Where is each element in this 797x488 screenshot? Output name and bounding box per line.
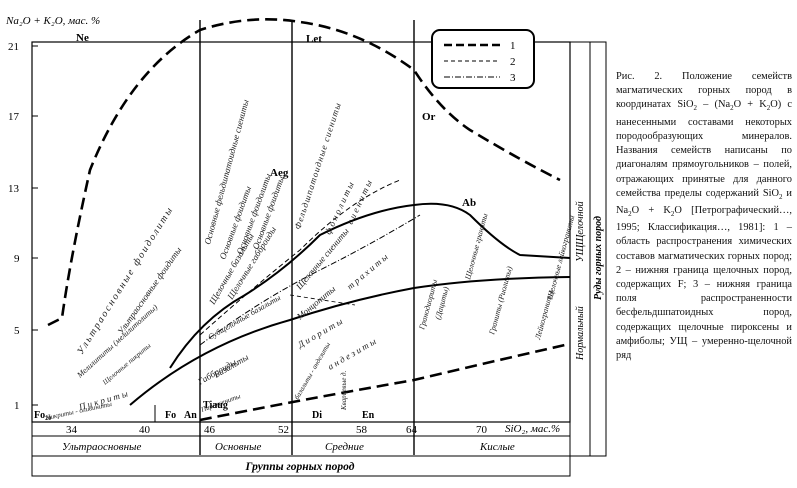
group-middle: Средние <box>325 441 364 453</box>
legend-label-2: 2 <box>510 56 516 68</box>
panel-normal: Нормальный <box>575 306 586 361</box>
groups-title-row <box>31 455 571 477</box>
label-di: Di <box>312 410 322 421</box>
panel-ore: Руды горных пород <box>593 216 604 300</box>
y-axis-label: Na₂O + K₂O, мас. % <box>5 15 100 27</box>
x-tick-58: 58 <box>356 424 368 436</box>
panel-uch: УЩ <box>575 244 586 262</box>
y-tick-17: 17 <box>8 111 20 123</box>
boundary-misc <box>289 294 356 306</box>
label-ab: Ab <box>462 197 476 209</box>
group-basic: Основные <box>215 441 261 453</box>
label-fo: Fo <box>165 410 176 421</box>
label-en: En <box>362 410 375 421</box>
x-tick-70: 70 <box>476 424 488 436</box>
label-or: Or <box>422 111 436 123</box>
y-tick-21: 21 <box>8 41 19 53</box>
x-axis-row <box>31 421 571 437</box>
field-basaltic-andesites: базальты - андезиты <box>293 341 332 401</box>
field-trachytes: т р а х и т ы <box>345 252 390 292</box>
envelope-lower <box>199 343 566 422</box>
tas-diagram: Na₂O + K₂O, мас. % 1 5 9 13 17 21 34 40 … <box>5 15 607 477</box>
panel-alkaline: Щелочной <box>575 201 586 246</box>
groups-title: Группы горных пород <box>245 461 355 473</box>
boundary-alk-F <box>199 179 401 336</box>
figure-caption: Рис. 2. Положение семейств магматических… <box>616 71 792 362</box>
envelope-upper <box>47 18 561 327</box>
y-ticks: 1 5 9 13 17 21 <box>8 41 38 412</box>
field-granites: Граниты (Риолиты) <box>487 265 514 336</box>
group-ultra: Ультраосновные <box>62 441 141 453</box>
x-axis-label: SiO₂, мас.% <box>505 423 560 435</box>
legend-label-3: 3 <box>510 72 516 84</box>
label-let: Let <box>306 33 322 45</box>
y-tick-1: 1 <box>14 400 20 412</box>
legend-box <box>431 29 535 89</box>
group-acid: Кислые <box>479 441 515 453</box>
field-quartz-diorites: Кварцевые д. <box>340 370 348 411</box>
x-tick-52: 52 <box>278 424 289 436</box>
x-ticks: 34 40 46 52 58 64 70 <box>66 424 488 436</box>
x-tick-64: 64 <box>406 424 418 436</box>
y-tick-9: 9 <box>14 253 20 265</box>
label-tiaug: Tiaug <box>203 400 228 411</box>
label-fo20: Fo₂₀ <box>34 410 51 421</box>
field-basic-feld-syenites: Основные фельдшпатоидные сиениты <box>202 98 250 245</box>
mineral-labels: Ne Let Aeg Or Ab Fo₂₀ Tiaug Fo An Di En <box>34 32 476 421</box>
x-tick-40: 40 <box>139 424 151 436</box>
x-tick-34: 34 <box>66 424 78 436</box>
field-andesites: а н д е з и т ы <box>326 336 378 372</box>
y-tick-13: 13 <box>8 183 20 195</box>
x-tick-46: 46 <box>204 424 216 436</box>
label-ne: Ne <box>76 32 89 44</box>
y-tick-5: 5 <box>14 325 20 337</box>
field-diorites: Д и о р и т ы <box>295 316 344 350</box>
label-an: An <box>184 410 197 421</box>
right-panel-ore <box>589 41 607 457</box>
label-aeg: Aeg <box>270 167 289 179</box>
legend-label-1: 1 <box>510 40 516 52</box>
boundary-alkaline <box>169 202 571 369</box>
